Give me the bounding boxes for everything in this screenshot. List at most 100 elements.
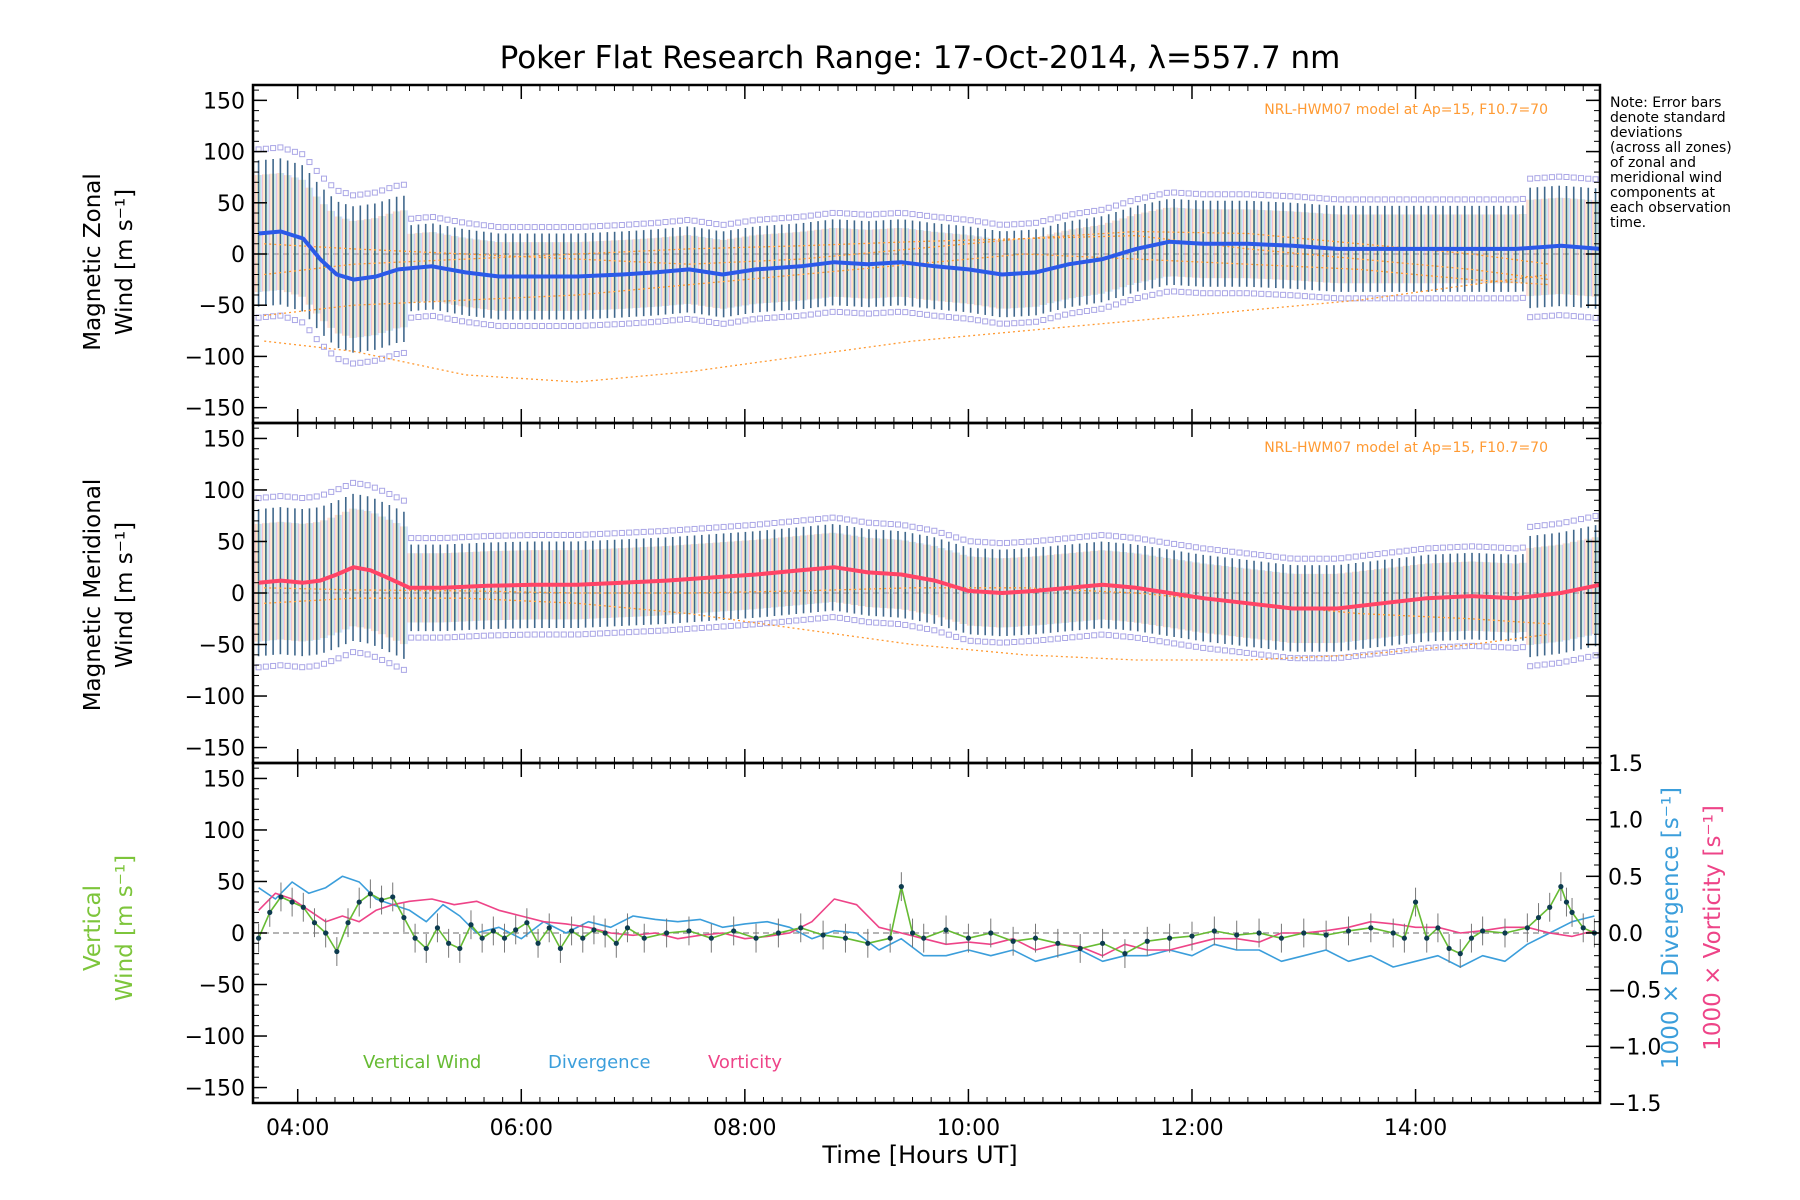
zone-point — [1309, 194, 1316, 201]
zone-point — [1570, 656, 1577, 663]
zone-point — [633, 628, 640, 635]
zone-point — [647, 220, 654, 227]
zone-point — [1112, 301, 1119, 308]
zone-point — [1469, 543, 1476, 550]
zone-point — [1323, 555, 1330, 562]
zone-point — [546, 531, 553, 538]
zone-point — [560, 224, 567, 231]
zone-point — [720, 523, 727, 530]
zone-point — [662, 527, 669, 534]
zone-point — [982, 638, 989, 645]
x-axis-label: Time [Hours UT] — [821, 1141, 1017, 1169]
vertical-wind-point — [412, 935, 418, 941]
zone-point — [822, 210, 829, 217]
zone-point — [1563, 173, 1570, 180]
zone-point — [793, 313, 800, 320]
zone-point — [1178, 189, 1185, 196]
zone-point — [967, 637, 974, 644]
vorticity-line — [258, 892, 1595, 957]
y-tick-label: −150 — [185, 737, 245, 762]
vertical-wind-point — [1144, 938, 1150, 944]
zone-point — [684, 526, 691, 533]
zone-point — [640, 528, 647, 535]
zone-point — [328, 350, 335, 357]
zone-point — [880, 520, 887, 527]
zone-point — [953, 314, 960, 321]
zone-point — [517, 224, 524, 231]
vertical-ylabel-line1: Vertical — [80, 885, 106, 971]
zone-point — [1577, 175, 1584, 182]
zone-point — [611, 530, 618, 537]
zone-point — [1120, 533, 1127, 540]
zone-point — [822, 515, 829, 522]
zone-point — [1178, 641, 1185, 648]
zone-point — [459, 219, 466, 226]
zone-point — [633, 221, 640, 228]
zone-point — [1410, 546, 1417, 553]
zone-point — [1069, 310, 1076, 317]
zone-point — [1570, 313, 1577, 320]
zone-point — [393, 663, 400, 670]
zone-point — [1447, 544, 1454, 551]
zone-point — [1185, 190, 1192, 197]
vertical-wind-point — [753, 935, 759, 941]
zone-point — [829, 209, 836, 216]
zone-point — [1091, 207, 1098, 214]
zone-point — [815, 310, 822, 317]
zone-point — [611, 321, 618, 328]
zone-point — [582, 531, 589, 538]
vertical-wind-point — [457, 945, 463, 952]
zone-point — [1265, 192, 1272, 199]
zone-point — [669, 218, 676, 225]
zone-point — [568, 531, 575, 538]
zone-point — [1200, 644, 1207, 651]
zone-point — [284, 146, 291, 153]
vertical-wind-point — [557, 945, 564, 952]
zone-point — [815, 211, 822, 218]
vertical-wind-point — [1480, 928, 1486, 934]
zone-point — [916, 211, 923, 218]
zone-point — [1534, 175, 1541, 182]
zone-point — [1389, 549, 1396, 556]
zone-point — [335, 356, 342, 363]
vertical-wind-point — [775, 930, 781, 936]
zone-point — [1592, 513, 1599, 520]
vertical-wind-point — [390, 894, 396, 900]
zone-point — [466, 319, 473, 326]
zone-point — [1142, 194, 1149, 201]
zone-point — [938, 529, 945, 536]
zone-point — [582, 322, 589, 329]
zone-point — [873, 619, 880, 626]
zone-point — [1316, 555, 1323, 562]
zone-point — [437, 215, 444, 222]
zone-point — [1214, 290, 1221, 297]
zone-point — [611, 629, 618, 636]
vertical-wind-line — [257, 885, 1595, 955]
zone-point — [313, 167, 320, 174]
zone-point — [844, 516, 851, 523]
zone-point — [909, 623, 916, 630]
zone-point — [408, 314, 415, 321]
y-tick-label: −50 — [199, 634, 245, 659]
vertical-wind-point — [1301, 930, 1307, 936]
zone-point — [1592, 314, 1599, 321]
zone-point — [1519, 195, 1526, 202]
zone-point — [1229, 290, 1236, 297]
zone-point — [691, 625, 698, 632]
zone-point — [1236, 290, 1243, 297]
x-tick-label: 06:00 — [490, 1116, 553, 1141]
y-tick-label: 150 — [203, 767, 245, 792]
zone-point — [509, 532, 516, 539]
y-tick-label: −50 — [199, 294, 245, 319]
vertical-wind-point — [501, 935, 508, 941]
zone-point — [771, 519, 778, 526]
zone-point — [655, 627, 662, 634]
y-tick-label: 0 — [231, 243, 245, 268]
zone-point — [575, 531, 582, 538]
right-tick-label: 0.0 — [1608, 922, 1643, 947]
zone-point — [720, 320, 727, 327]
zone-point — [1556, 173, 1563, 180]
zone-point — [466, 633, 473, 640]
vertical-wind-point — [1558, 884, 1564, 890]
zone-point — [480, 533, 487, 540]
